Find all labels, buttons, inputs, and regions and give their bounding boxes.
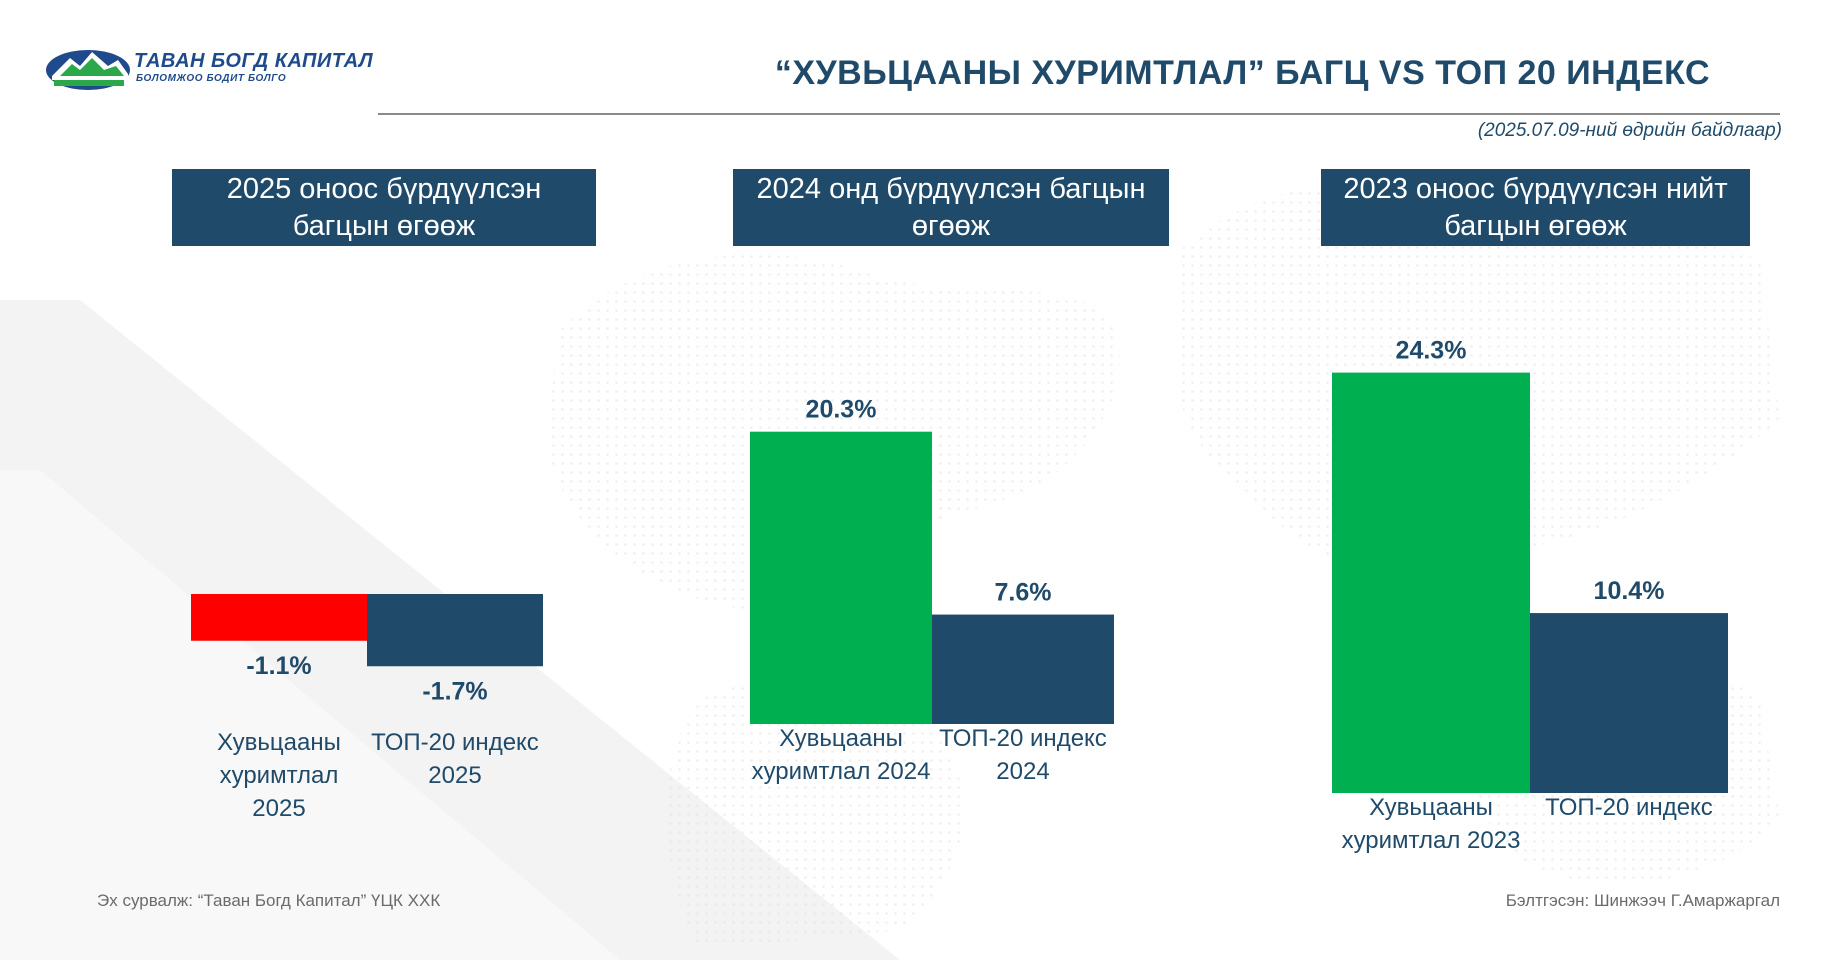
panel-title-2024: 2024 онд бүрдүүлсэн багцын өгөөж <box>733 169 1169 246</box>
panel-title-line: багцын өгөөж <box>292 209 476 242</box>
bar <box>932 614 1114 724</box>
category-label: ТОП-20 индекс <box>1545 794 1713 821</box>
as-of-date: (2025.07.09-ний өдрийн байдлаар) <box>1477 120 1782 141</box>
bar <box>1332 372 1530 793</box>
category-label: ТОП-20 индекс <box>939 725 1107 752</box>
bar <box>367 594 543 667</box>
company-logo: ТАВАН БОГД КАПИТАЛ БОЛОМЖОО БОДИТ БОЛГО <box>46 46 373 92</box>
panel-title-2023: 2023 оноос бүрдүүлсэн нийт багцын өгөөж <box>1321 169 1750 246</box>
data-label: -1.7% <box>422 677 487 705</box>
data-label: 10.4% <box>1594 577 1665 605</box>
page-title: “ХУВЬЦААНЫ ХУРИМТЛАЛ” БАГЦ VS ТОП 20 ИНД… <box>774 54 1710 92</box>
category-label: Хувьцааны <box>1369 794 1493 821</box>
category-label: ТОП-20 индекс <box>371 729 539 756</box>
category-label: хуримтлал <box>220 762 339 789</box>
category-label: Хувьцааны <box>217 729 341 756</box>
category-label: 2025 <box>252 795 305 822</box>
source-note: Эх сурвалж: “Таван Богд Капитал” ҮЦК ХХК <box>97 891 441 910</box>
category-label: Хувьцааны <box>779 725 903 752</box>
category-label: 2024 <box>996 758 1049 785</box>
logo-tagline: БОЛОМЖОО БОДИТ БОЛГО <box>136 73 287 84</box>
bar <box>191 594 367 641</box>
logo-wordmark: ТАВАН БОГД КАПИТАЛ <box>134 50 374 72</box>
author-note: Бэлтгэсэн: Шинжээч Г.Амаржаргал <box>1505 891 1780 910</box>
data-label: 24.3% <box>1396 337 1467 365</box>
category-label: хуримтлал 2024 <box>752 758 931 785</box>
title-divider <box>378 113 1780 115</box>
category-label: хуримтлал 2023 <box>1342 827 1521 854</box>
mountain-logo-icon <box>46 50 130 90</box>
panel-title-line: 2025 оноос бүрдүүлсэн <box>226 172 542 205</box>
data-label: 20.3% <box>806 396 877 424</box>
panel-title-line: 2024 онд бүрдүүлсэн багцын <box>756 172 1146 205</box>
bar <box>1530 613 1728 793</box>
panel-title-line: багцын өгөөж <box>1444 209 1627 242</box>
data-label: -1.1% <box>246 652 311 680</box>
panel-title-line: өгөөж <box>911 209 991 242</box>
panel-title-line: 2023 оноос бүрдүүлсэн нийт <box>1343 172 1728 205</box>
bar <box>750 431 932 724</box>
panel-title-2025: 2025 оноос бүрдүүлсэн багцын өгөөж <box>172 169 596 246</box>
data-label: 7.6% <box>995 579 1052 607</box>
category-label: 2025 <box>428 762 481 789</box>
